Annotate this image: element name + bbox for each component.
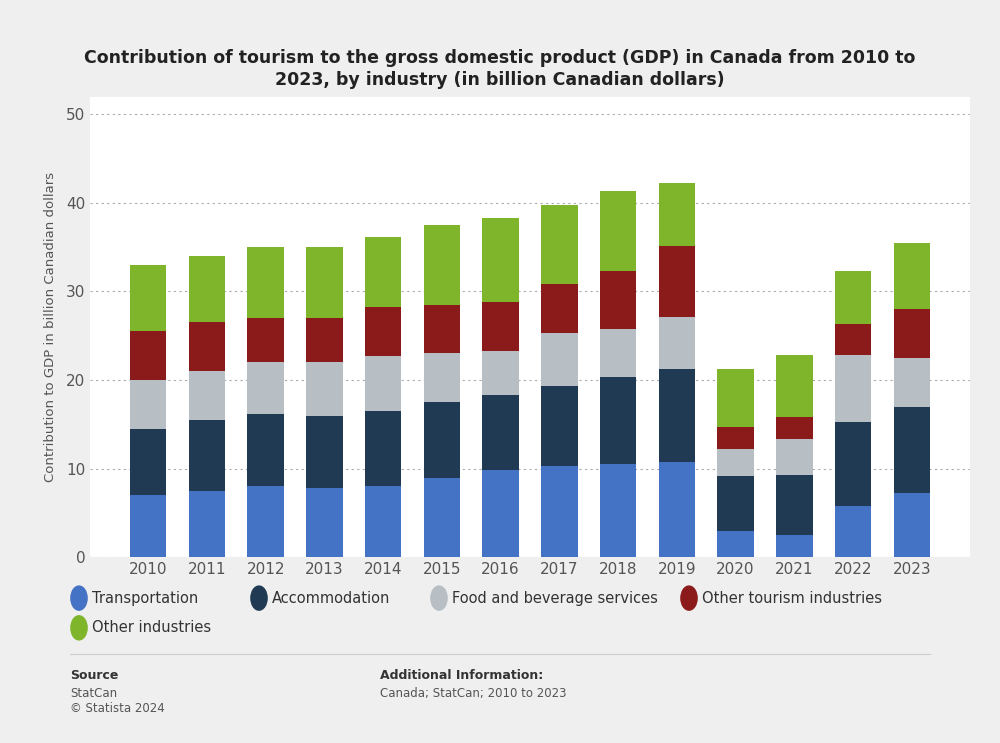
Circle shape [71,616,87,640]
Text: Source: Source [70,669,118,681]
Bar [894,309,930,358]
Bar [541,386,578,466]
Circle shape [681,586,697,610]
Bar [247,363,284,414]
Bar [894,493,930,557]
Bar [482,470,519,557]
Bar [424,402,460,478]
Bar [247,414,284,487]
Bar [482,395,519,470]
Bar [776,418,813,439]
Bar [189,256,225,322]
Text: Additional Information:: Additional Information: [380,669,543,681]
Bar [717,476,754,531]
Bar [541,285,578,333]
Bar [365,308,401,356]
Bar [247,487,284,557]
Bar [600,377,636,464]
Bar [541,466,578,557]
Bar [247,318,284,363]
Bar [365,411,401,487]
Text: Food and beverage services: Food and beverage services [452,591,658,606]
Bar [189,372,225,420]
Bar [541,204,578,285]
Bar [894,358,930,406]
Bar [306,488,343,557]
Bar [600,271,636,328]
Bar [482,302,519,351]
Circle shape [251,586,267,610]
Bar [717,427,754,450]
Bar [835,422,871,506]
Bar [600,464,636,557]
Bar [424,354,460,402]
Text: Transportation: Transportation [92,591,198,606]
Bar [659,317,695,369]
Bar [482,218,519,302]
Bar [776,439,813,475]
Bar [365,487,401,557]
Bar [894,406,930,493]
Bar [130,331,166,380]
Bar [306,247,343,318]
Bar [600,192,636,271]
Text: 2023, by industry (in billion Canadian dollars): 2023, by industry (in billion Canadian d… [275,71,725,89]
Bar [130,265,166,331]
Bar [424,305,460,354]
Bar [659,461,695,557]
Bar [541,333,578,386]
Bar [659,369,695,461]
Bar [306,318,343,363]
Bar [835,506,871,557]
Text: StatCan
© Statista 2024: StatCan © Statista 2024 [70,687,165,716]
Bar [600,328,636,377]
Text: Canada; StatCan; 2010 to 2023: Canada; StatCan; 2010 to 2023 [380,687,566,700]
Text: Contribution of tourism to the gross domestic product (GDP) in Canada from 2010 : Contribution of tourism to the gross dom… [84,49,916,67]
Bar [717,531,754,557]
Bar [247,247,284,318]
Bar [189,322,225,372]
Bar [189,491,225,557]
Bar [365,356,401,411]
Bar [776,355,813,418]
Bar [365,236,401,308]
Bar [717,450,754,476]
Bar [894,243,930,309]
Y-axis label: Contribution to GDP in billion Canadian dollars: Contribution to GDP in billion Canadian … [44,172,57,482]
Text: Other industries: Other industries [92,620,211,635]
Bar [835,271,871,324]
Bar [776,475,813,535]
Text: Other tourism industries: Other tourism industries [702,591,882,606]
Bar [776,535,813,557]
Circle shape [71,586,87,610]
Bar [717,369,754,427]
Bar [130,429,166,496]
Text: Accommodation: Accommodation [272,591,390,606]
Bar [482,351,519,395]
Bar [306,363,343,415]
Bar [659,247,695,317]
Bar [130,380,166,429]
Bar [189,420,225,491]
Bar [659,183,695,247]
Bar [130,496,166,557]
Circle shape [431,586,447,610]
Bar [306,415,343,488]
Bar [424,225,460,305]
Bar [424,478,460,557]
Bar [835,324,871,355]
Bar [835,355,871,422]
